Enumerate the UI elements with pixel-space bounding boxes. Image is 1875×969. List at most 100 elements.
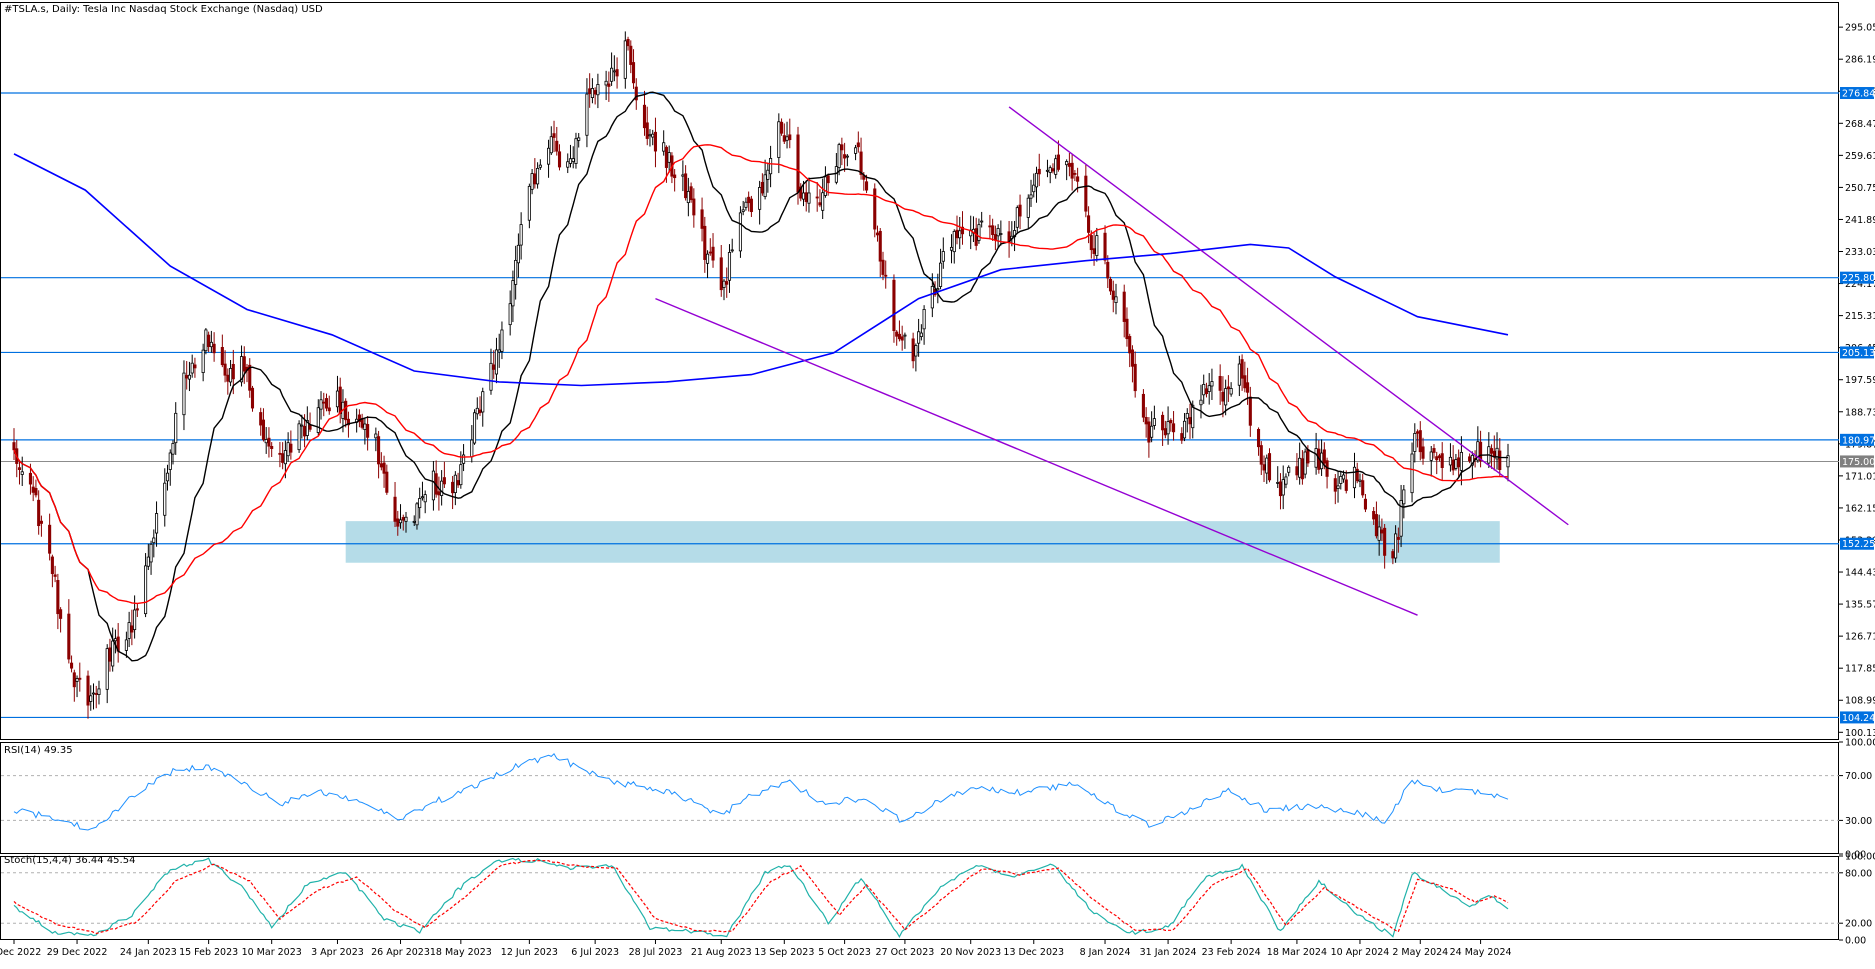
candle-body [78, 677, 82, 680]
candle-body [472, 412, 477, 444]
date-tick-label: 5 Oct 2023 [818, 947, 871, 958]
candle-body [538, 164, 542, 168]
candle-body [1185, 413, 1189, 419]
candle-body [286, 442, 290, 457]
current-price-label: 175.00 [1842, 457, 1875, 468]
candle-body [171, 443, 175, 455]
candle-body [1454, 459, 1458, 469]
candle-body [1278, 481, 1283, 497]
candle-body [1048, 167, 1052, 173]
candle-body [1141, 393, 1145, 418]
candle-body [568, 158, 573, 164]
candle-body [881, 259, 885, 275]
stoch-tick-label: 100.00 [1845, 852, 1875, 863]
candle-body [174, 412, 178, 444]
candle-body [626, 38, 630, 47]
candle-body [72, 672, 76, 688]
candle-body [1199, 399, 1203, 406]
candle-body [980, 220, 984, 223]
candle-body [530, 173, 534, 190]
candle-body [1415, 431, 1420, 434]
date-tick-label: 31 Jan 2024 [1140, 947, 1197, 958]
candle-body [1224, 388, 1228, 406]
candle-body [875, 232, 880, 236]
candle-body [297, 423, 301, 451]
candle-body [653, 131, 658, 152]
candle-body [1207, 385, 1211, 392]
candle-body [261, 419, 266, 440]
date-tick-label: 8 Jan 2024 [1080, 947, 1131, 958]
candle-body [475, 407, 479, 415]
candle-body [1437, 455, 1442, 459]
candle-body [878, 230, 882, 262]
candle-body [1248, 396, 1252, 426]
candle-body [955, 229, 959, 239]
candle-body [264, 439, 268, 444]
candle-body [749, 198, 753, 213]
sma20-line [13, 91, 1509, 662]
price-tick-label: 135.57 [1845, 600, 1875, 611]
candle-body [154, 513, 159, 534]
date-tick-label: 29 Dec 2022 [47, 947, 108, 958]
candle-body [629, 45, 633, 65]
candle-body [1166, 421, 1170, 435]
rsi-line [13, 753, 1509, 831]
candle-body [725, 281, 729, 285]
candle-body [689, 186, 693, 201]
candle-body [834, 166, 838, 183]
candle-body [692, 198, 696, 216]
candle-body [111, 640, 115, 667]
candle-body [922, 309, 926, 330]
candle-body [1284, 476, 1288, 485]
candle-body [1421, 446, 1425, 459]
date-tick-label: 10 Apr 2024 [1331, 947, 1390, 958]
candle-body [1383, 527, 1387, 556]
candle-body [1204, 388, 1209, 395]
candle-body [398, 519, 403, 524]
candle-body [1210, 381, 1214, 387]
candle-body [777, 121, 781, 158]
candle-body [1262, 464, 1266, 471]
candle-body [873, 188, 877, 230]
candle-body [952, 231, 956, 253]
candle-body [769, 158, 773, 175]
candle-body [892, 279, 896, 332]
price-tick-label: 117.85 [1845, 664, 1875, 675]
candle-body [763, 174, 767, 197]
candle-body [182, 372, 186, 416]
candle-body [631, 62, 636, 84]
candle-body [939, 262, 943, 287]
candle-body [1243, 375, 1247, 389]
candle-body [722, 280, 726, 288]
candle-body [462, 454, 466, 464]
candle-body [577, 137, 581, 141]
current-price-label-bg [1840, 455, 1874, 468]
candle-body [1111, 290, 1115, 300]
level-label-bg [1840, 346, 1874, 359]
candle-body [212, 343, 216, 354]
candle-body [727, 252, 732, 281]
candle-body [1306, 449, 1310, 464]
candle-body [1172, 423, 1176, 433]
candle-body [958, 230, 962, 239]
candle-body [557, 151, 562, 168]
candle-body [346, 418, 350, 426]
candle-body [423, 494, 427, 503]
candle-body [187, 374, 191, 380]
candle-body [1229, 388, 1233, 395]
candle-body [596, 84, 600, 96]
candle-body [1073, 173, 1077, 175]
candle-body [209, 341, 213, 348]
candle-body [489, 362, 493, 391]
candle-body [536, 167, 540, 185]
candle-body [607, 83, 611, 87]
level-label: 205.13 [1842, 348, 1875, 359]
candle-body [1451, 459, 1455, 471]
candle-body [185, 375, 189, 379]
candle-body [377, 436, 381, 465]
candle-body [385, 471, 389, 493]
candle-body [1103, 232, 1107, 261]
candle-body [1076, 176, 1080, 182]
candle-body [1163, 428, 1167, 436]
